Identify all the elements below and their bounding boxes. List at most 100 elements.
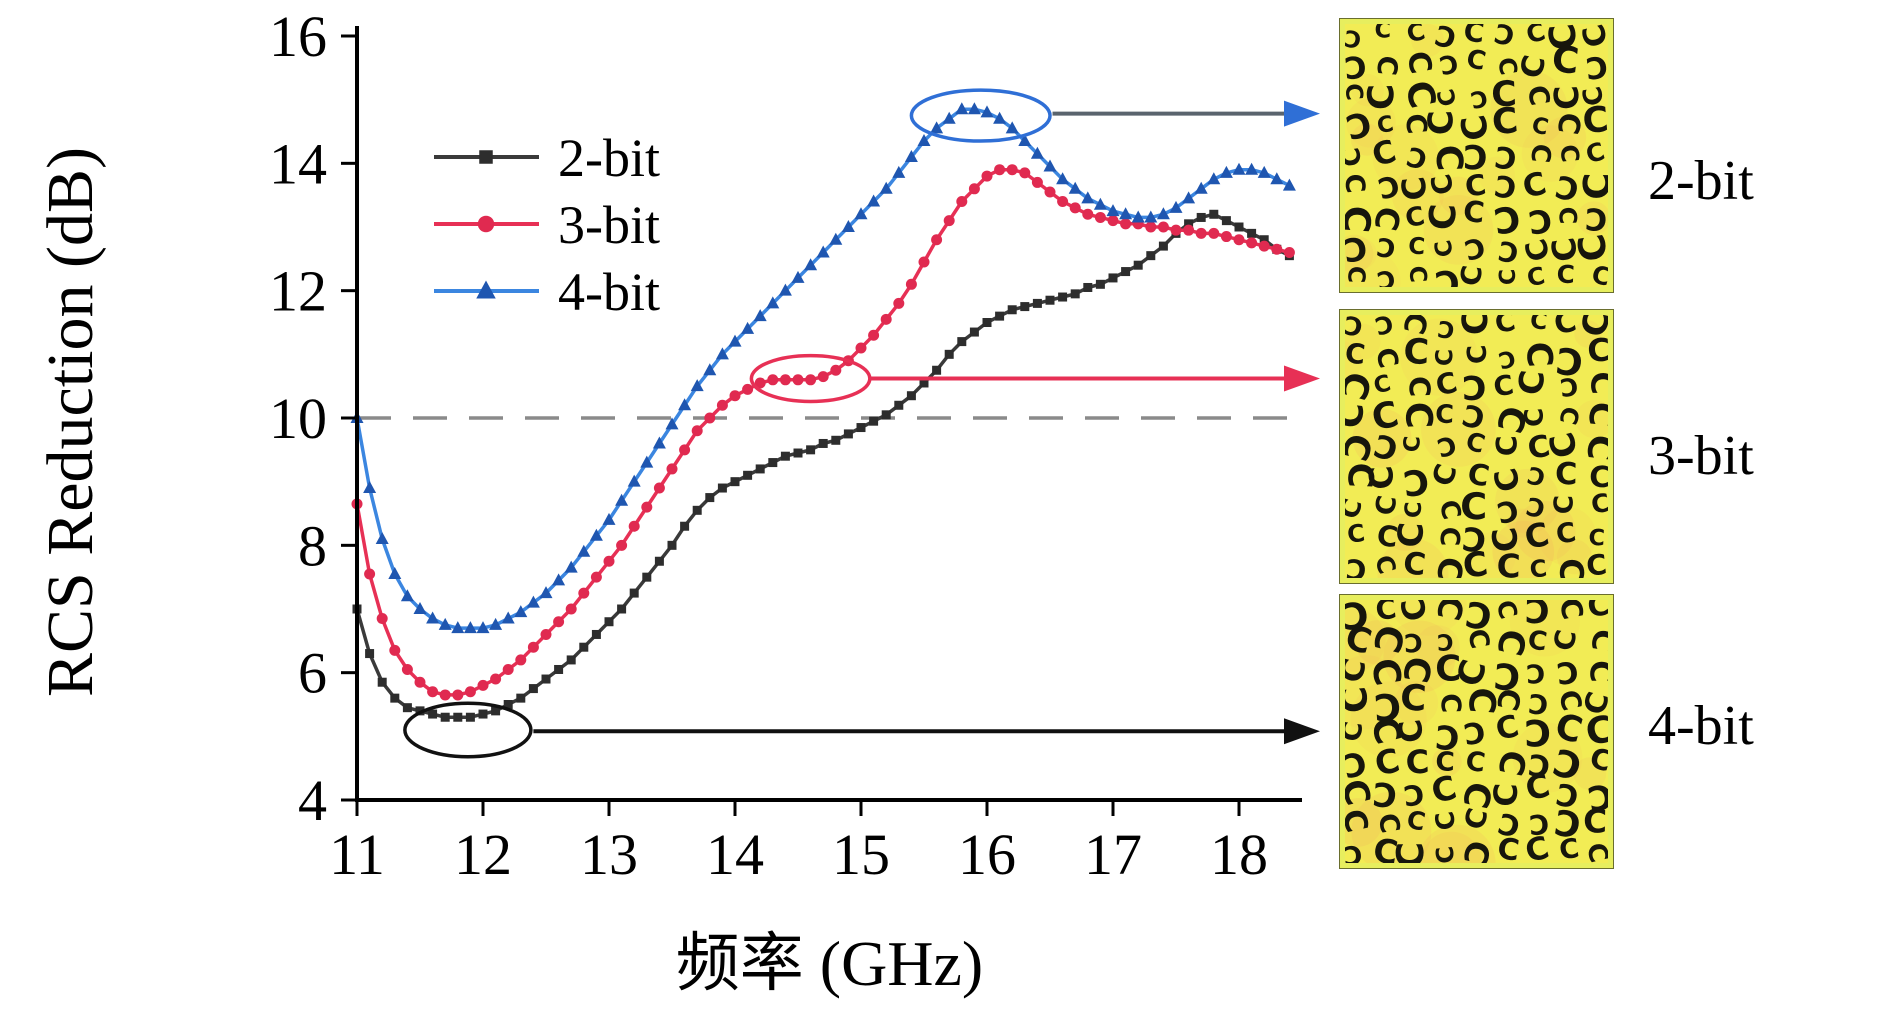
series-marker — [604, 617, 614, 627]
annotation-arrow-head-panel-3bit — [1284, 365, 1320, 392]
series-marker — [906, 391, 916, 401]
series-marker — [390, 693, 400, 703]
series-marker — [516, 693, 526, 703]
series-marker — [554, 664, 564, 674]
series-marker — [653, 482, 665, 494]
series-marker — [1005, 121, 1019, 134]
series-marker — [463, 621, 477, 634]
series-marker — [854, 207, 868, 220]
series-marker — [440, 712, 450, 722]
series-marker — [603, 555, 615, 567]
series-marker — [805, 374, 817, 386]
series-marker — [489, 617, 503, 630]
series-marker — [1081, 191, 1095, 204]
legend-label-3-bit: 3-bit — [558, 195, 660, 255]
series-marker — [439, 689, 451, 701]
tick-label: 16 — [958, 822, 1016, 887]
tick-label: 12 — [454, 822, 512, 887]
series-marker — [791, 270, 805, 283]
series-marker — [1144, 210, 1158, 223]
series-marker — [1207, 172, 1221, 185]
series-marker — [1106, 204, 1120, 217]
series-marker — [1107, 215, 1119, 227]
series-marker — [680, 521, 690, 531]
series-marker — [1145, 221, 1157, 233]
tick-label: 10 — [269, 386, 327, 451]
series-marker — [464, 686, 476, 698]
series-marker — [704, 412, 716, 424]
y-axis-label: RCS Reduction (dB) — [34, 147, 107, 698]
series-marker — [514, 605, 528, 618]
series-marker — [705, 493, 715, 503]
series-marker — [479, 150, 493, 164]
series-marker — [678, 398, 692, 411]
series-marker — [1259, 235, 1269, 245]
series-marker — [616, 539, 628, 551]
series-marker — [1196, 212, 1206, 222]
series-marker — [867, 194, 881, 207]
series-marker — [716, 399, 728, 411]
series-marker — [755, 464, 765, 474]
series-marker — [1257, 165, 1271, 178]
series-marker — [1283, 246, 1295, 258]
tick-label: 11 — [329, 822, 385, 887]
series-marker — [868, 329, 880, 341]
series-marker — [692, 505, 702, 515]
series-marker — [566, 655, 576, 665]
series-marker — [980, 105, 994, 118]
series-marker — [1232, 162, 1246, 175]
series-marker — [818, 438, 828, 448]
series-marker — [1169, 200, 1183, 213]
series-marker — [1007, 305, 1017, 315]
series-marker — [364, 568, 376, 580]
series-marker — [754, 377, 766, 389]
series-marker — [969, 327, 979, 337]
metasurface-panel-3bit — [1339, 309, 1614, 584]
series-line-4-bit — [355, 107, 1291, 630]
series-marker — [365, 649, 375, 659]
series-marker — [615, 493, 629, 506]
series-marker — [918, 256, 930, 268]
series-marker — [829, 232, 843, 245]
series-marker — [981, 170, 993, 182]
series-marker — [893, 297, 905, 309]
legend-label-2-bit: 2-bit — [558, 128, 660, 188]
series-marker — [1131, 210, 1145, 223]
tick-label: 4 — [298, 768, 327, 833]
series-marker — [1108, 273, 1118, 283]
metasurface-pattern-2bit-image — [1339, 18, 1614, 293]
annotation-arrow-head-panel-2bit — [1284, 100, 1320, 127]
series-marker — [578, 587, 590, 599]
series-marker — [717, 483, 727, 493]
series-marker — [1156, 207, 1170, 220]
series-marker — [879, 181, 893, 194]
series-marker — [1030, 146, 1044, 159]
series-marker — [540, 628, 552, 640]
series-marker — [955, 102, 969, 115]
series-marker — [1070, 289, 1080, 299]
series-marker — [728, 334, 742, 347]
series-marker — [1158, 241, 1168, 251]
tick-label: 18 — [1210, 822, 1268, 887]
series-marker — [1157, 221, 1169, 233]
series-marker — [1058, 292, 1068, 302]
series-marker — [995, 311, 1005, 321]
tick-label: 14 — [269, 131, 327, 196]
series-marker — [363, 481, 377, 494]
metasurface-pattern-3bit-image — [1339, 309, 1614, 584]
series-marker — [413, 602, 427, 614]
series-marker — [831, 435, 841, 445]
series-marker — [1120, 218, 1132, 230]
series-marker — [957, 337, 967, 347]
series-marker — [1045, 295, 1055, 305]
series-marker — [942, 111, 956, 124]
series-marker — [1121, 267, 1131, 277]
series-marker — [1184, 219, 1194, 229]
series-marker — [967, 102, 981, 115]
series-marker — [778, 283, 792, 296]
panel-label-3bit: 3-bit — [1648, 425, 1754, 487]
series-marker — [1082, 208, 1094, 220]
series-marker — [742, 383, 754, 395]
series-marker — [642, 572, 652, 582]
